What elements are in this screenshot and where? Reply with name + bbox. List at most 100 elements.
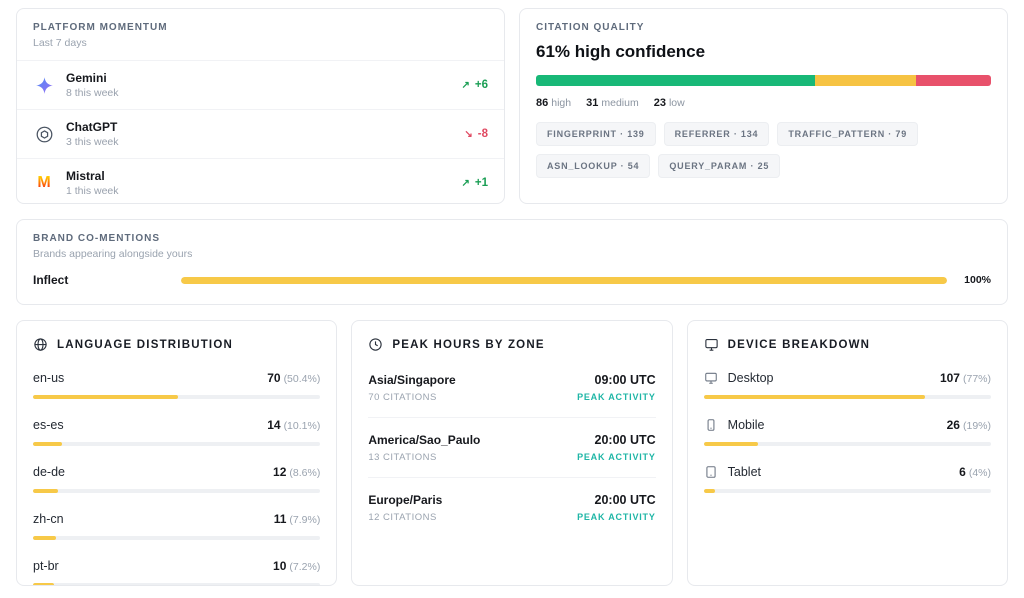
device-breakdown-card: DEVICE BREAKDOWN Desktop 107(77%) xyxy=(687,320,1008,586)
device-bar-track xyxy=(704,442,991,446)
device-bar-fill xyxy=(704,442,759,446)
citation-quality-title: CITATION QUALITY xyxy=(536,22,991,33)
gemini-icon xyxy=(33,74,55,96)
language-code: pt-br xyxy=(33,559,59,573)
platform-meta: 1 this week xyxy=(66,185,119,197)
language-bar-track xyxy=(33,583,320,586)
legend-low: 23low xyxy=(654,97,685,109)
language-row: pt-br 10(7.2%) xyxy=(33,559,320,586)
trend-delta: ↗ +1 xyxy=(461,177,488,189)
zone-row: America/Sao_Paulo 13 CITATIONS 20:00 UTC… xyxy=(368,417,655,477)
zone-peak: 20:00 UTC PEAK ACTIVITY xyxy=(577,493,656,522)
trend-delta: ↘ -8 xyxy=(464,128,488,140)
top-row: PLATFORM MOMENTUM Last 7 days Gemini 8 t… xyxy=(16,8,1008,204)
peak-hours-card: PEAK HOURS BY ZONE Asia/Singapore 70 CIT… xyxy=(351,320,672,586)
language-bar-fill xyxy=(33,442,62,446)
citation-quality-card: CITATION QUALITY 61% high confidence 86h… xyxy=(519,8,1008,204)
language-value: 14(10.1%) xyxy=(267,418,320,432)
brand-comentions-subtitle: Brands appearing alongside yours xyxy=(33,248,991,260)
platform-row-gemini: Gemini 8 this week ↗ +6 xyxy=(17,60,504,109)
language-bar-fill xyxy=(33,395,178,399)
confidence-stacked-bar xyxy=(536,75,991,86)
platform-info: Gemini 8 this week xyxy=(66,71,119,99)
zone-peak: 09:00 UTC PEAK ACTIVITY xyxy=(577,373,656,402)
platform-info: ChatGPT 3 this week xyxy=(66,120,119,148)
tag-referrer[interactable]: REFERRER · 134 xyxy=(664,122,770,146)
peak-time: 20:00 UTC xyxy=(577,433,656,447)
device-bar-fill xyxy=(704,395,925,399)
peak-time: 20:00 UTC xyxy=(577,493,656,507)
language-code: en-us xyxy=(33,371,64,385)
zone-name: Europe/Paris xyxy=(368,493,442,507)
tag-fingerprint[interactable]: FINGERPRINT · 139 xyxy=(536,122,656,146)
language-bar-track xyxy=(33,442,320,446)
brand-bar-fill xyxy=(181,277,947,284)
language-row: en-us 70(50.4%) xyxy=(33,371,320,399)
language-distribution-card: LANGUAGE DISTRIBUTION en-us 70(50.4%) es… xyxy=(16,320,337,586)
device-row: Tablet 6(4%) xyxy=(704,465,991,493)
zone-peak: 20:00 UTC PEAK ACTIVITY xyxy=(577,433,656,462)
device-name: Mobile xyxy=(728,418,765,432)
peak-status: PEAK ACTIVITY xyxy=(577,392,656,402)
device-value: 107(77%) xyxy=(940,371,991,385)
language-row: es-es 14(10.1%) xyxy=(33,418,320,446)
language-row: de-de 12(8.6%) xyxy=(33,465,320,493)
tag-traffic-pattern[interactable]: TRAFFIC_PATTERN · 79 xyxy=(777,122,918,146)
peak-status: PEAK ACTIVITY xyxy=(577,452,656,462)
zone-name: Asia/Singapore xyxy=(368,373,455,387)
detection-method-tags: FINGERPRINT · 139 REFERRER · 134 TRAFFIC… xyxy=(536,122,991,178)
platform-meta: 3 this week xyxy=(66,136,119,148)
peak-hours-header: PEAK HOURS BY ZONE xyxy=(368,337,655,352)
platform-row-mistral: M Mistral 1 this week ↗ +1 xyxy=(17,158,504,204)
confidence-legend: 86high 31medium 23low xyxy=(536,97,991,109)
device-label: Desktop xyxy=(704,371,774,385)
language-code: es-es xyxy=(33,418,64,432)
chatgpt-icon xyxy=(33,123,55,145)
trend-down-icon: ↘ xyxy=(464,129,472,140)
bottom-row: LANGUAGE DISTRIBUTION en-us 70(50.4%) es… xyxy=(16,320,1008,586)
zone-row: Europe/Paris 12 CITATIONS 20:00 UTC PEAK… xyxy=(368,477,655,537)
brand-comentions-title: BRAND CO-MENTIONS xyxy=(33,233,991,244)
zone-name: America/Sao_Paulo xyxy=(368,433,480,447)
zone-info: Asia/Singapore 70 CITATIONS xyxy=(368,373,455,403)
platform-momentum-header: PLATFORM MOMENTUM Last 7 days xyxy=(17,9,504,60)
zone-info: America/Sao_Paulo 13 CITATIONS xyxy=(368,433,480,463)
language-bar-fill xyxy=(33,583,54,586)
zone-row: Asia/Singapore 70 CITATIONS 09:00 UTC PE… xyxy=(368,358,655,417)
zone-info: Europe/Paris 12 CITATIONS xyxy=(368,493,442,523)
device-value: 26(19%) xyxy=(947,418,991,432)
zone-citations: 70 CITATIONS xyxy=(368,392,455,403)
platform-row-chatgpt: ChatGPT 3 this week ↘ -8 xyxy=(17,109,504,158)
brand-row: Inflect 100% xyxy=(33,273,991,287)
tag-asn-lookup[interactable]: ASN_LOOKUP · 54 xyxy=(536,154,650,178)
device-name: Desktop xyxy=(728,371,774,385)
language-code: de-de xyxy=(33,465,65,479)
clock-icon xyxy=(368,337,383,352)
brand-comentions-card: BRAND CO-MENTIONS Brands appearing along… xyxy=(16,219,1008,305)
platform-name: Mistral xyxy=(66,169,119,183)
language-bar-fill xyxy=(33,489,58,493)
trend-delta: ↗ +6 xyxy=(461,79,488,91)
bar-segment-medium xyxy=(815,75,916,86)
trend-up-icon: ↗ xyxy=(461,80,469,91)
globe-icon xyxy=(33,337,48,352)
device-breakdown-header: DEVICE BREAKDOWN xyxy=(704,337,991,352)
analytics-dashboard: PLATFORM MOMENTUM Last 7 days Gemini 8 t… xyxy=(0,0,1024,598)
language-value: 11(7.9%) xyxy=(274,512,321,526)
platform-name: ChatGPT xyxy=(66,120,119,134)
platform-momentum-card: PLATFORM MOMENTUM Last 7 days Gemini 8 t… xyxy=(16,8,505,204)
device-bar-track xyxy=(704,489,991,493)
language-row: zh-cn 11(7.9%) xyxy=(33,512,320,540)
device-label: Mobile xyxy=(704,418,765,432)
language-value: 10(7.2%) xyxy=(273,559,320,573)
tag-query-param[interactable]: QUERY_PARAM · 25 xyxy=(658,154,780,178)
brand-bar-track xyxy=(181,277,947,284)
peak-hours-title: PEAK HOURS BY ZONE xyxy=(392,339,544,351)
legend-high: 86high xyxy=(536,97,571,109)
citation-quality-headline: 61% high confidence xyxy=(536,42,991,62)
language-code: zh-cn xyxy=(33,512,64,526)
device-value: 6(4%) xyxy=(959,465,991,479)
device-bar-fill xyxy=(704,489,715,493)
bar-segment-low xyxy=(916,75,991,86)
peak-hours-list: Asia/Singapore 70 CITATIONS 09:00 UTC PE… xyxy=(368,358,655,537)
